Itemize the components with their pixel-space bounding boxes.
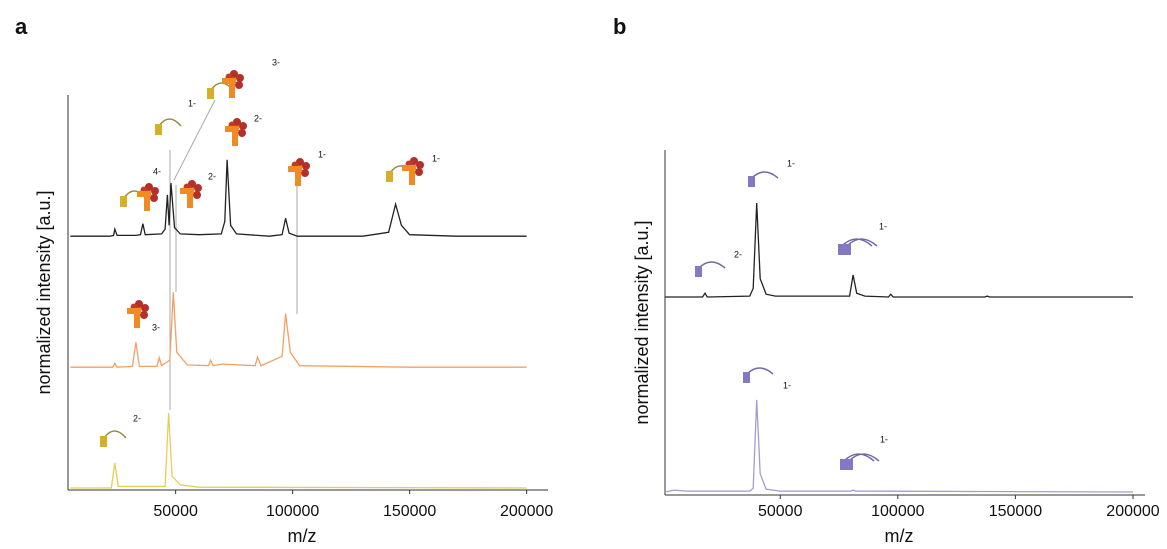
panel-label: b (613, 14, 626, 39)
y-axis-title: normalized intensity [a.u.] (34, 190, 54, 394)
spectrum-line (665, 202, 1133, 298)
charge-label: 1- (880, 434, 888, 444)
y-axis-title: normalized intensity [a.u.] (632, 220, 652, 424)
spectrum-line (664, 399, 1134, 493)
panel-label: a (15, 14, 28, 39)
x-tick-label: 100000 (871, 503, 924, 520)
spectrum-line (70, 159, 527, 237)
x-tick-label: 100000 (266, 503, 319, 520)
charge-label: 2- (208, 171, 216, 181)
charge-label: 3- (272, 57, 280, 67)
charge-label: 1- (318, 149, 326, 159)
spectrum-line (70, 413, 527, 489)
x-tick-label: 200000 (500, 503, 553, 520)
x-tick-label: 150000 (989, 503, 1042, 520)
x-axis-title: m/z (885, 526, 914, 546)
charge-label: 1- (783, 380, 791, 390)
icons (99, 70, 880, 471)
charge-label: 1- (188, 98, 196, 108)
x-tick-label: 200000 (1106, 503, 1159, 520)
x-tick-label: 50000 (758, 503, 803, 520)
charge-label: 1- (432, 153, 440, 163)
charge-label: 1- (787, 158, 795, 168)
charge-label: 2- (133, 413, 141, 423)
spectrum-line (70, 292, 527, 368)
x-tick-label: 50000 (153, 503, 198, 520)
charge-label: 1- (879, 221, 887, 231)
charge-label: 2- (254, 113, 262, 123)
charge-label: 2- (734, 249, 742, 259)
x-axis-title: m/z (288, 526, 317, 546)
x-tick-label: 150000 (383, 503, 436, 520)
charge-label: 4- (153, 166, 161, 176)
charge-label: 3- (152, 322, 160, 332)
